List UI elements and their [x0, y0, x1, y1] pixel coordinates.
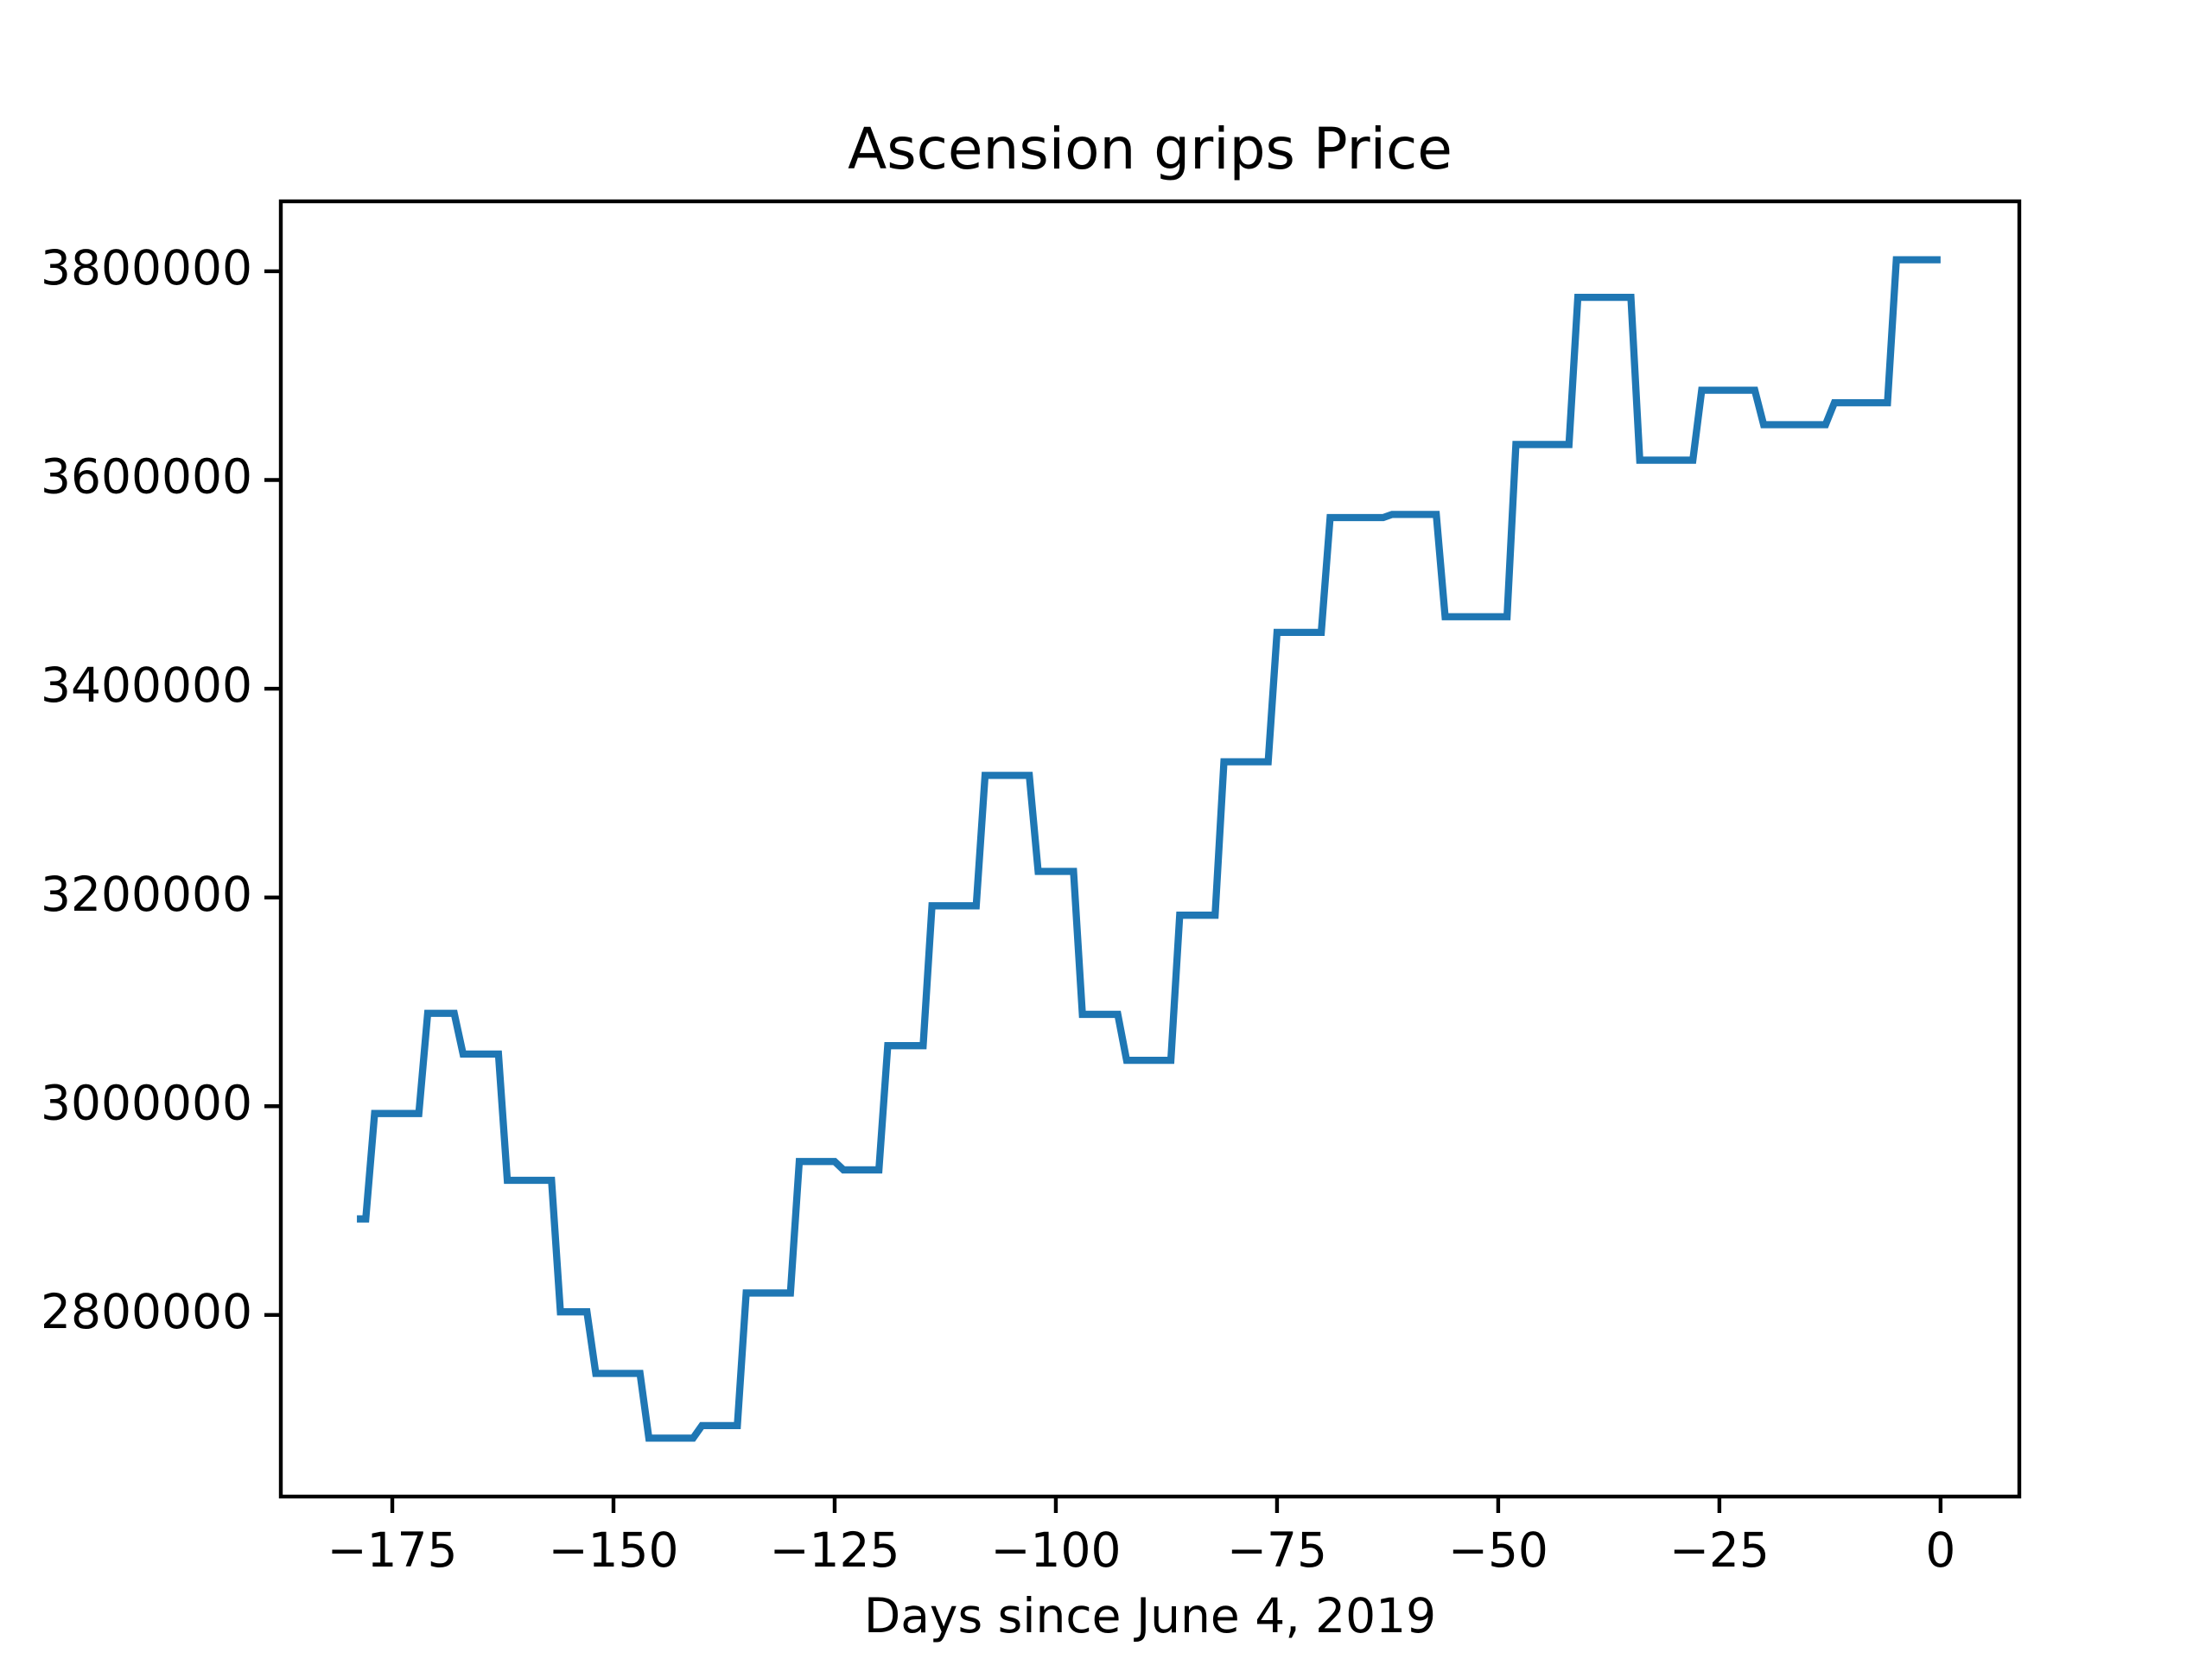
y-tick-label: 3200000 — [41, 867, 252, 922]
y-tick-label: 3400000 — [41, 658, 252, 713]
x-tick-label: −100 — [990, 1522, 1121, 1578]
x-tick-label: 0 — [1925, 1522, 1955, 1578]
x-tick-label: −75 — [1227, 1522, 1327, 1578]
chart-title: Ascension grips Price — [848, 116, 1452, 182]
y-tick-label: 2800000 — [41, 1284, 252, 1339]
x-axis-label: Days since June 4, 2019 — [864, 1588, 1436, 1643]
x-tick-label: −125 — [769, 1522, 899, 1578]
price-line — [357, 256, 1941, 1442]
x-tick-label: −25 — [1669, 1522, 1770, 1578]
y-tick-label: 3800000 — [41, 240, 252, 296]
y-tick-label: 3600000 — [41, 449, 252, 505]
x-tick-label: −175 — [327, 1522, 457, 1578]
x-tick-label: −150 — [548, 1522, 678, 1578]
x-tick-label: −50 — [1448, 1522, 1548, 1578]
y-tick-label: 3000000 — [41, 1075, 252, 1130]
plot-frame — [278, 199, 2022, 1499]
